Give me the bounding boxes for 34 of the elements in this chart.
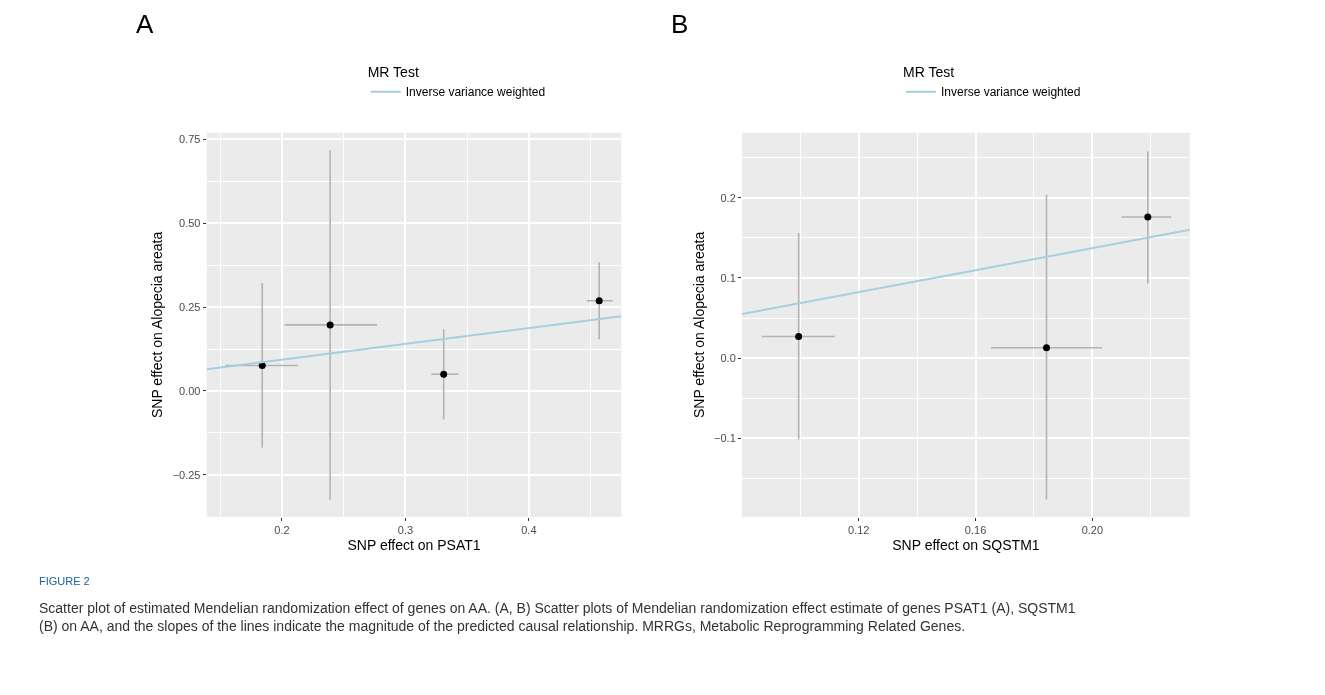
y-tick-label: 0.75 [179, 133, 201, 146]
point [326, 321, 334, 329]
y-tick-label: 0.00 [179, 384, 201, 397]
legend-title: MR Test [903, 64, 955, 81]
y-tick-label: 0.1 [720, 271, 736, 284]
y-axis-title: SNP effect on Alopecia areata [690, 231, 707, 419]
point [795, 333, 803, 341]
x-tick-label: 0.4 [521, 524, 537, 537]
caption: FIGURE 2 [39, 575, 90, 587]
y-tick-label: −0.1 [714, 432, 736, 445]
legend-label: Inverse variance weighted [405, 85, 546, 100]
y-tick-label: 0.0 [720, 352, 736, 365]
x-axis-title: SNP effect on SQSTM1 [892, 536, 1040, 553]
point [595, 297, 603, 305]
legend-label: Inverse variance weighted [941, 85, 1081, 100]
x-tick-label: 0.16 [964, 524, 987, 537]
x-tick-label: 0.2 [274, 524, 290, 537]
y-tick-label: 0.50 [179, 217, 201, 230]
legend-title: MR Test [367, 64, 419, 81]
x-tick-label: 0.20 [1081, 524, 1104, 537]
y-tick-label: −0.25 [172, 468, 201, 481]
text: B [671, 9, 689, 39]
x-tick-label: 0.12 [848, 524, 870, 537]
text: Scatter plot of estimated Mendelian randomization effect of genes on AA. (A, B) Scatter plots of Mendelian randomization effect estimate of genes PSAT1 (A), SQSTM1 (B) on AA, and the slopes of the lines indicate the magnitude of the predicted causal relationship. MRRGs, Metabolic Reprogramming Related Genes. [39, 600, 1076, 635]
y-tick-label: 0.2 [720, 191, 736, 204]
y-tick-label: 0.25 [179, 300, 201, 313]
x-axis-title: SNP effect on PSAT1 [347, 536, 481, 553]
point [1043, 344, 1050, 352]
x-tick-label: 0.3 [397, 524, 414, 537]
point [440, 370, 448, 378]
point [1144, 213, 1152, 221]
point [258, 361, 266, 369]
y-axis-title: SNP effect on Alopecia areata [149, 231, 166, 419]
text: A [136, 9, 154, 39]
